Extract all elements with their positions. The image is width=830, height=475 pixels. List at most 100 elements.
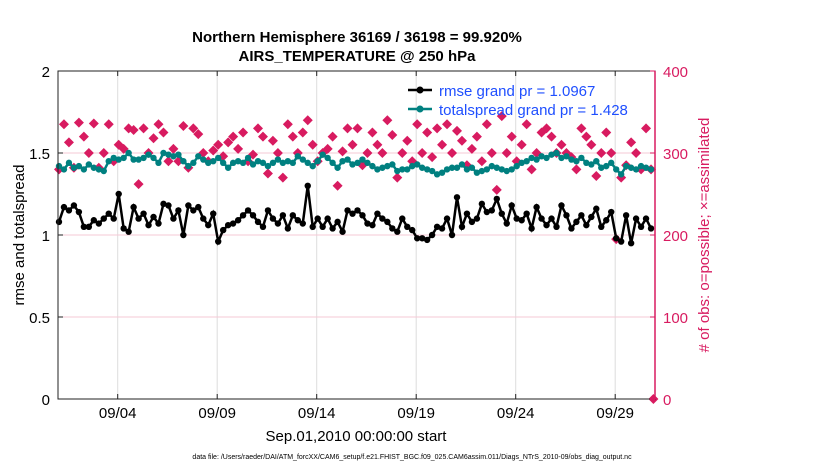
rmse-marker [304,182,311,189]
spread-marker [210,158,217,165]
obs-count-marker [526,164,537,175]
legend-spread-label: totalspread grand pr = 1.428 [439,102,628,119]
spread-marker [647,166,655,173]
rmse-marker [205,221,212,229]
rmse-marker [100,215,107,222]
chart-title: Northern Hemisphere 36169 / 36198 = 99.9… [192,29,522,46]
obs-count-marker [337,146,348,157]
rmse-marker [573,218,580,226]
spread-marker [185,162,192,170]
spread-marker [374,166,381,173]
spread-marker [75,162,83,170]
x-tick-label: 09/19 [397,405,435,422]
spread-marker [478,167,486,175]
obs-count-marker [556,139,567,150]
obs-count-marker [422,127,433,138]
obs-count-marker [516,139,527,150]
obs-count-marker [153,119,164,130]
obs-count-marker [78,131,89,142]
rmse-marker [578,212,585,219]
rmse-marker [329,225,336,232]
rmse-marker [145,221,152,229]
obs-count-marker [257,131,268,142]
rmse-marker [219,226,227,234]
rmse-marker [354,207,361,214]
obs-count-marker [272,148,283,158]
rmse-marker [274,220,282,227]
obs-count-marker [238,127,249,138]
rmse-marker [463,210,471,217]
rmse-marker [453,194,461,201]
x-tick-label: 09/04 [99,405,137,422]
rmse-marker [135,215,142,222]
spread-marker [598,164,605,171]
spread-marker [65,159,73,167]
rmse-marker [125,228,132,235]
obs-count-marker [267,135,278,146]
obs-count-marker [501,148,512,158]
spread-marker [309,162,316,170]
spread-marker [130,156,137,163]
obs-count-marker [342,123,353,134]
rmse-marker [244,207,252,214]
rmse-marker [264,207,272,214]
rmse-marker [523,210,530,217]
rmse-marker [488,207,496,214]
rmse-marker [583,221,590,229]
y-tick-label: 2 [42,64,50,81]
spread-marker [324,154,331,162]
rmse-marker [309,223,316,230]
rmse-marker [80,223,88,230]
obs-count-marker [372,139,383,150]
rmse-marker [548,215,555,222]
rmse-marker [314,215,321,222]
rmse-marker [642,215,650,222]
y-tick-label: 1.5 [29,146,50,163]
spread-marker [329,159,336,167]
obs-count-marker [387,129,398,140]
spread-marker [498,166,505,173]
legend-rmse-label: rmse grand pr = 1.0967 [439,83,595,100]
obs-count-marker [491,184,502,195]
rmse-marker [185,202,192,209]
spread-marker [418,164,426,171]
spread-marker [423,166,431,173]
rmse-marker [195,203,202,211]
spread-marker [558,154,565,162]
rmse-marker [229,220,237,227]
spread-marker [349,161,356,168]
rmse-marker [483,208,491,216]
spread-marker [115,156,122,163]
spread-marker [488,162,496,170]
spread-marker [284,158,292,165]
obs-count-marker [223,137,234,148]
rmse-marker [622,212,630,219]
rmse-marker [627,240,635,247]
rmse-marker [518,217,525,224]
obs-count-marker [586,139,597,150]
obs-count-marker [546,131,557,142]
spread-marker [637,162,645,170]
spread-marker [354,159,361,167]
spread-marker [448,164,456,171]
rmse-marker [647,225,655,232]
spread-marker [438,169,446,176]
obs-count-marker [437,139,448,150]
spread-marker [90,164,98,171]
rmse-marker [364,220,371,227]
obs-count-marker [397,148,408,158]
obs-count-marker [392,172,403,183]
rmse-marker [120,225,127,232]
rmse-marker [299,220,306,227]
rmse-marker [254,218,262,226]
rmse-marker [259,223,267,230]
spread-marker [105,158,112,165]
spread-marker [428,167,436,175]
spread-marker [593,158,600,165]
rmse-marker [404,223,411,230]
spread-marker [433,171,441,178]
spread-marker [264,162,272,170]
rmse-marker [150,213,157,221]
spread-marker [214,154,222,162]
